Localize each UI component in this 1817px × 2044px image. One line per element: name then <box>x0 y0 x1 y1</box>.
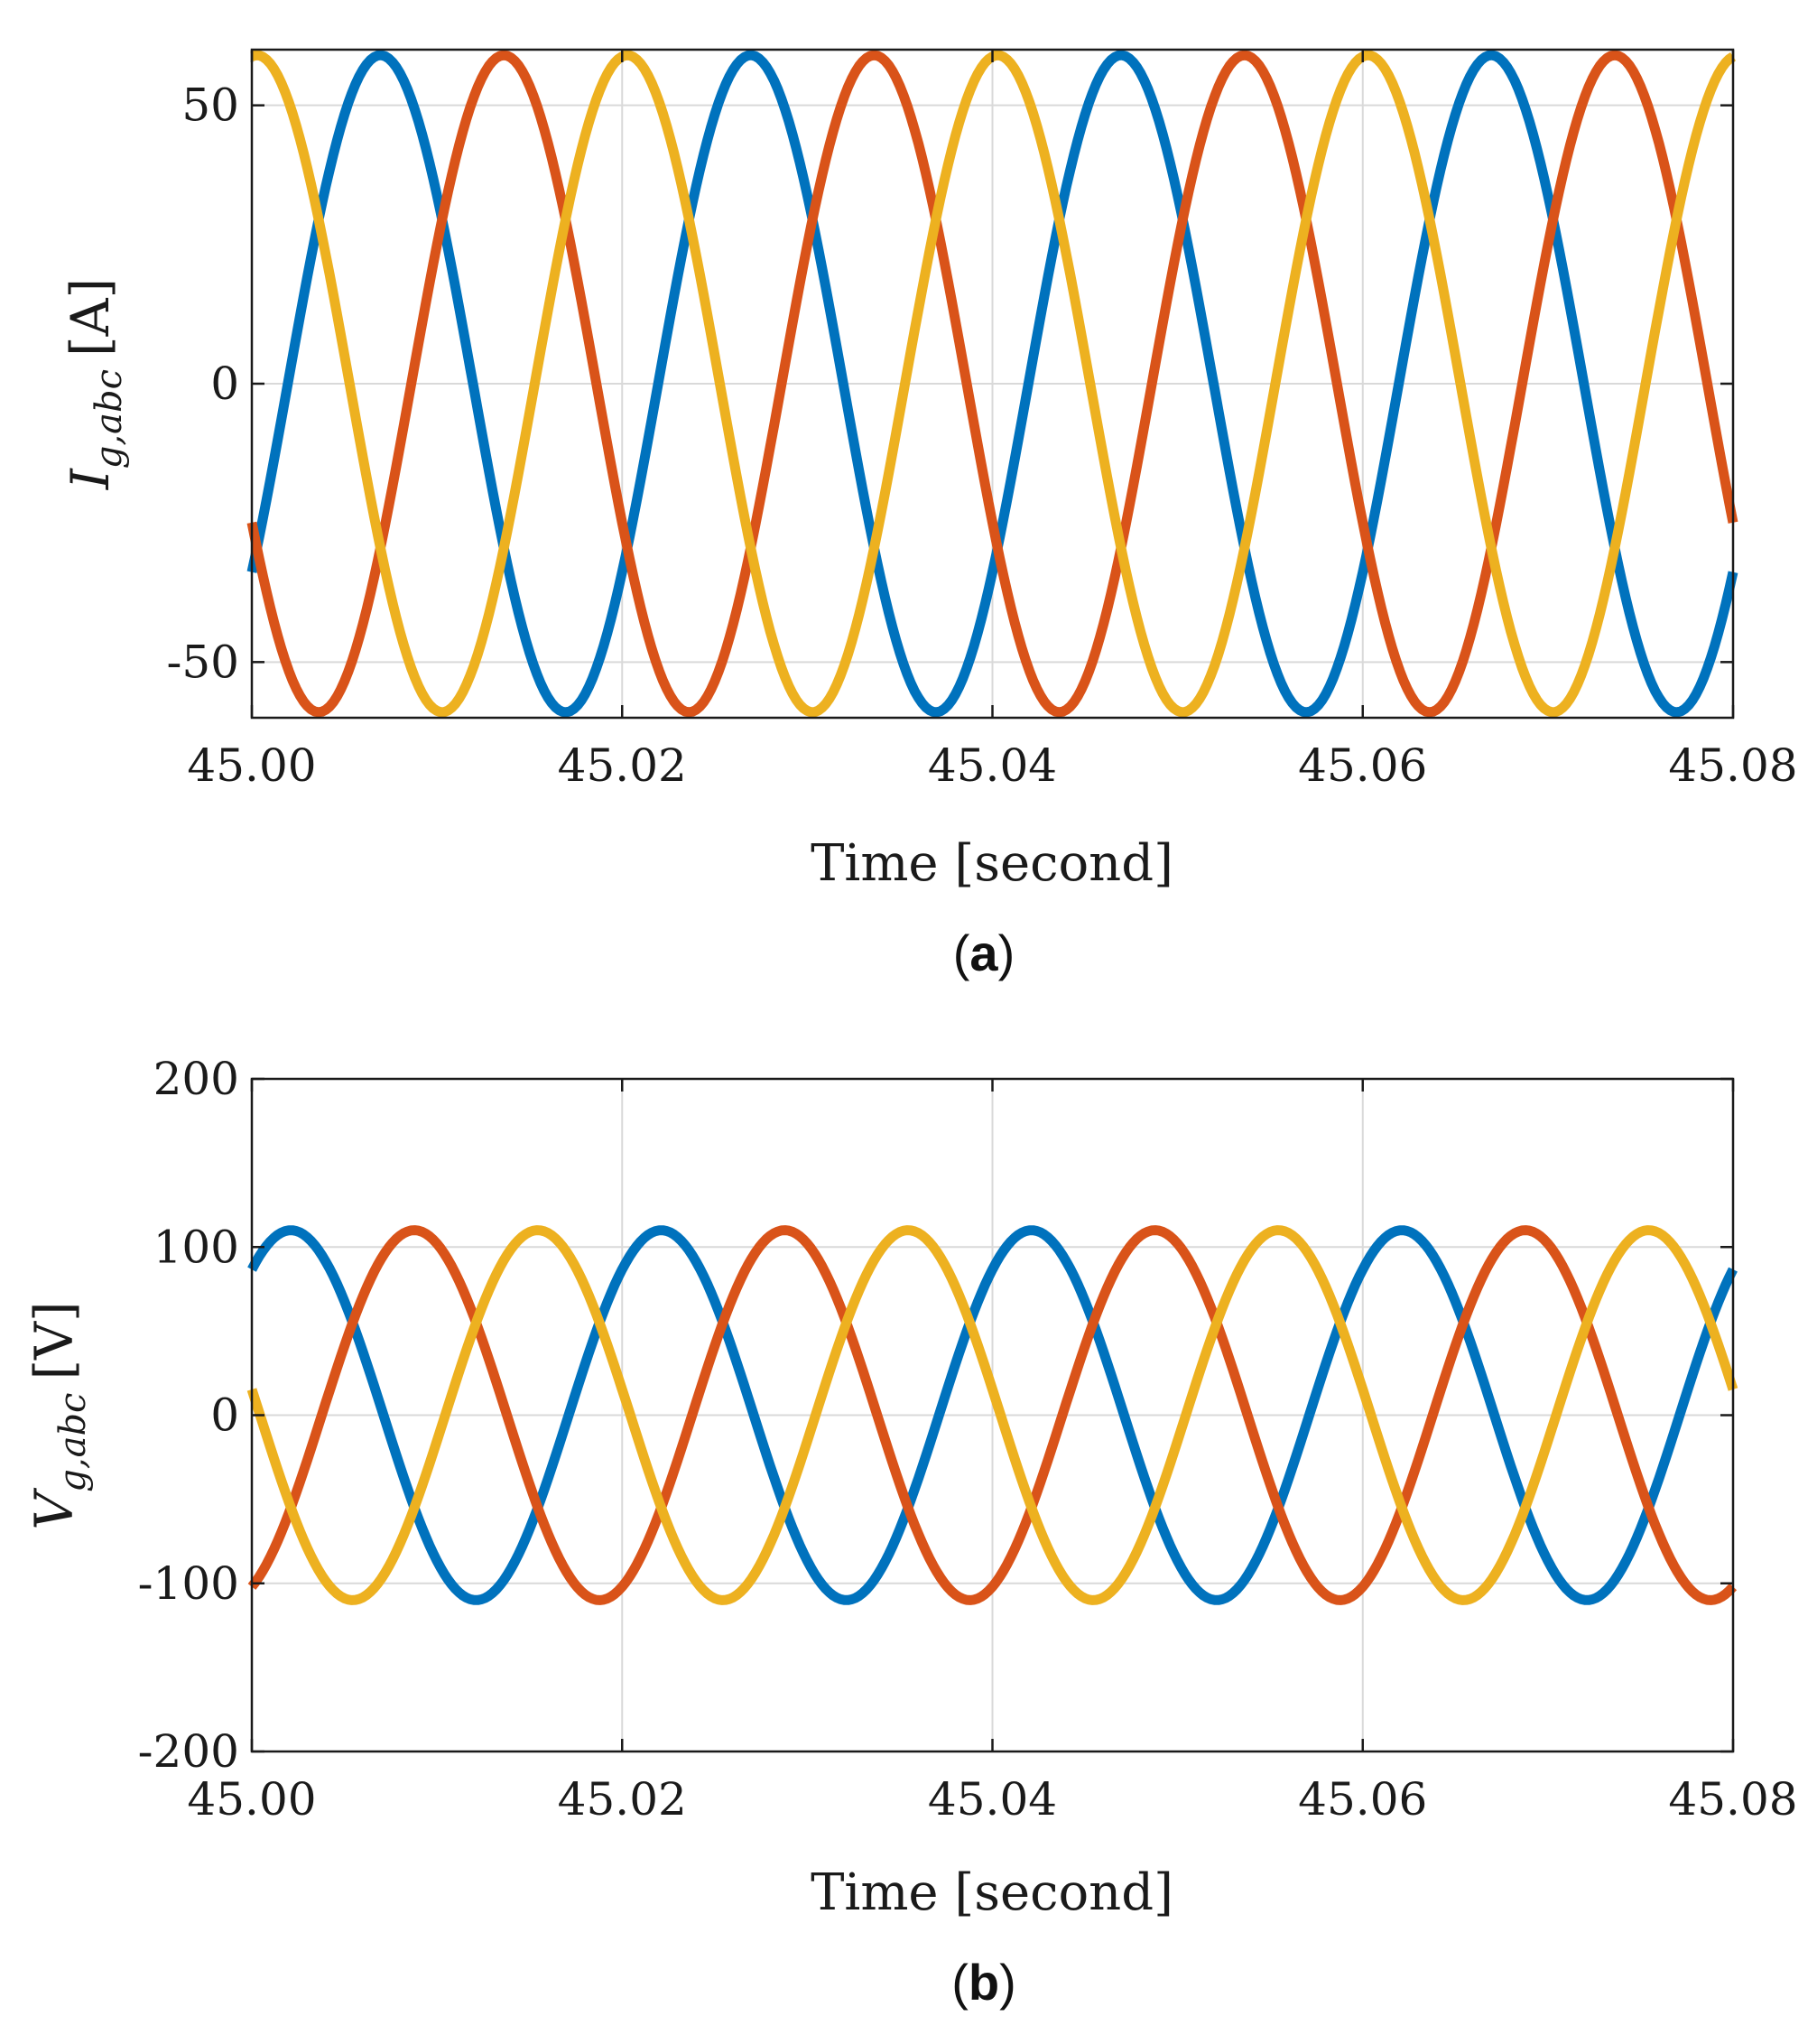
x-tick-label: 45.08 <box>1668 739 1797 792</box>
y-axis-label-unit-b: [V] <box>23 1301 85 1380</box>
caption-a: (a) <box>953 924 1015 981</box>
tick-marks-a: 45.00 45.02 45.04 45.06 45.08 -50 0 50 <box>166 50 1798 792</box>
tick-marks-b: 45.00 45.02 45.04 45.06 45.08 -200 -100 0 100 200 <box>138 1053 1798 1826</box>
chart-panel-a: 45.00 45.02 45.04 45.06 45.08 -50 0 50 Time [se… <box>60 48 1798 981</box>
x-tick-label: 45.06 <box>1298 739 1427 792</box>
caption-close-a: ) <box>998 924 1015 981</box>
y-tick-label: 50 <box>181 79 239 132</box>
caption-close-b: ) <box>999 1954 1016 2011</box>
series-layer-b <box>246 1225 1738 1605</box>
x-tick-label: 45.02 <box>558 739 687 792</box>
grid-lines-a <box>252 50 1733 718</box>
x-tick-label: 45.04 <box>928 739 1057 792</box>
x-tick-label: 45.00 <box>187 1773 316 1826</box>
y-tick-label: 200 <box>153 1053 239 1105</box>
y-axis-label-sub-a: g,abc <box>88 369 130 469</box>
x-tick-label: 45.04 <box>928 1773 1057 1826</box>
series-line-phase-c <box>246 1225 1738 1605</box>
grid-lines-b <box>252 1079 1733 1751</box>
y-axis-label-main-b: V <box>23 1488 85 1530</box>
y-axis-label-a: Ig,abc [A] <box>60 278 130 490</box>
y-tick-label: 0 <box>210 358 239 410</box>
caption-letter-a: a <box>969 924 998 981</box>
x-tick-label: 45.08 <box>1668 1773 1797 1826</box>
series-line-phase-a <box>246 50 1738 718</box>
caption-open-b: ( <box>951 1954 969 2011</box>
x-tick-label: 45.00 <box>187 739 316 792</box>
caption-open-a: ( <box>953 924 970 981</box>
y-tick-label: -50 <box>166 636 239 688</box>
y-tick-label: 0 <box>210 1389 239 1442</box>
chart-panel-b: 45.00 45.02 45.04 45.06 45.08 -200 -100 0 100 200… <box>23 1053 1798 2011</box>
caption-letter-b: b <box>969 1954 999 2011</box>
x-tick-label: 45.06 <box>1298 1773 1427 1826</box>
series-line-phase-b <box>247 1225 1738 1605</box>
series-line-phase-a <box>247 1225 1738 1605</box>
series-line-phase-b <box>246 50 1738 718</box>
y-tick-label: -200 <box>138 1725 239 1778</box>
x-axis-label-a: Time [second] <box>811 834 1173 893</box>
caption-b: (b) <box>951 1954 1016 2011</box>
x-tick-label: 45.02 <box>558 1773 687 1826</box>
y-axis-label-main-a: I <box>60 468 121 490</box>
x-axis-label-b: Time [second] <box>811 1863 1173 1922</box>
y-tick-label: -100 <box>138 1557 239 1610</box>
y-tick-label: 100 <box>153 1221 239 1273</box>
y-axis-label-b: Vg,abc [V] <box>23 1301 94 1529</box>
y-axis-label-unit-a: [A] <box>60 278 121 357</box>
y-axis-label-sub-b: g,abc <box>52 1393 94 1492</box>
